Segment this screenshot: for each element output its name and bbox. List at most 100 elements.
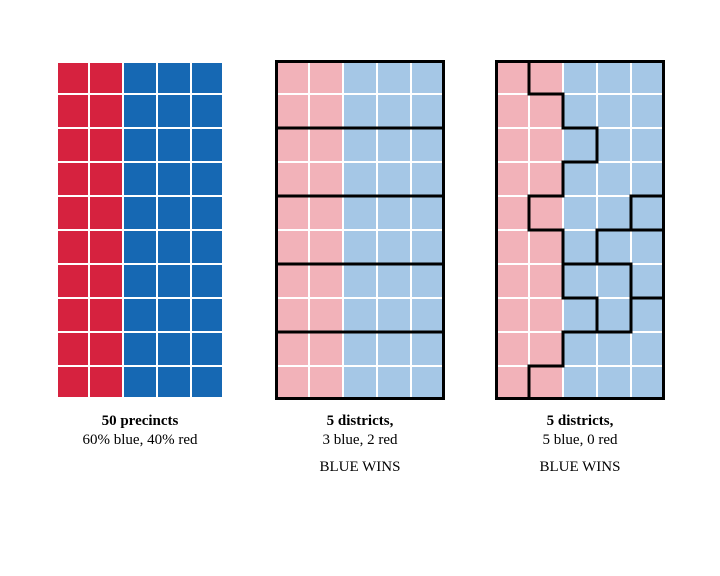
- grid-cell: [89, 60, 123, 94]
- grid-cell: [411, 230, 445, 264]
- grid-cell: [275, 94, 309, 128]
- grid-cell: [495, 94, 529, 128]
- grid-cell: [191, 60, 225, 94]
- grid-cell: [495, 298, 529, 332]
- grid-cell: [123, 264, 157, 298]
- grid-cell: [631, 332, 665, 366]
- grid-cell: [191, 366, 225, 400]
- grid-cell: [89, 94, 123, 128]
- grid-a-outer: [55, 60, 225, 400]
- grid-cell: [631, 196, 665, 230]
- grid-cell: [55, 264, 89, 298]
- grid-cell: [529, 60, 563, 94]
- grid-cell: [309, 264, 343, 298]
- grid-cell: [529, 332, 563, 366]
- grid-cell: [529, 128, 563, 162]
- grid-cell: [157, 230, 191, 264]
- grid-cell: [89, 128, 123, 162]
- grid-cell: [411, 332, 445, 366]
- grid-cell: [343, 128, 377, 162]
- grid-cell: [275, 162, 309, 196]
- grid-cell: [89, 162, 123, 196]
- grid-cell: [157, 366, 191, 400]
- grid-cell: [495, 162, 529, 196]
- grid-cell: [411, 298, 445, 332]
- grid-cell: [157, 332, 191, 366]
- grid-cell: [411, 94, 445, 128]
- grid-cell: [411, 366, 445, 400]
- grid-cell: [89, 366, 123, 400]
- grid-cell: [495, 264, 529, 298]
- grid-cell: [563, 196, 597, 230]
- grid-cell: [377, 196, 411, 230]
- grid-cell: [529, 196, 563, 230]
- grid-cell: [343, 196, 377, 230]
- grid-cell: [157, 60, 191, 94]
- grid-cell: [563, 332, 597, 366]
- panel-c: 5 districts, 5 blue, 0 red BLUE WINS: [495, 60, 665, 476]
- grid-cell: [377, 60, 411, 94]
- grid-cell: [597, 162, 631, 196]
- grid-cell: [631, 162, 665, 196]
- panel-b: 5 districts, 3 blue, 2 red BLUE WINS: [275, 60, 445, 476]
- grid-cell: [597, 332, 631, 366]
- grid-cell: [55, 94, 89, 128]
- grid-cell: [191, 298, 225, 332]
- grid-cell: [191, 94, 225, 128]
- grid-cell: [123, 230, 157, 264]
- grid-cell: [275, 264, 309, 298]
- diagram-row: 50 precincts 60% blue, 40% red 5 distric…: [0, 0, 720, 476]
- grid-cell: [309, 298, 343, 332]
- grid-cell: [563, 264, 597, 298]
- grid-cell: [343, 264, 377, 298]
- grid-cell: [191, 264, 225, 298]
- grid-cell: [631, 60, 665, 94]
- grid-cell: [309, 332, 343, 366]
- grid-cell: [343, 298, 377, 332]
- grid-cell: [631, 230, 665, 264]
- grid-cell: [495, 230, 529, 264]
- grid-b: [275, 60, 445, 400]
- grid-cell: [191, 162, 225, 196]
- grid-cell: [563, 128, 597, 162]
- grid-cell: [157, 128, 191, 162]
- grid-cell: [495, 366, 529, 400]
- grid-cell: [563, 230, 597, 264]
- grid-cell: [55, 128, 89, 162]
- caption-b-sub: 3 blue, 2 red: [323, 431, 398, 450]
- grid-cell: [631, 94, 665, 128]
- grid-cell: [495, 128, 529, 162]
- caption-b-title: 5 districts,: [327, 412, 394, 431]
- caption-a-sub: 60% blue, 40% red: [83, 431, 198, 450]
- grid-cell: [123, 366, 157, 400]
- grid-cell: [563, 298, 597, 332]
- grid-cell: [529, 366, 563, 400]
- grid-cell: [597, 366, 631, 400]
- grid-cell: [377, 128, 411, 162]
- grid-cell: [55, 366, 89, 400]
- grid-cell: [529, 264, 563, 298]
- grid-cell: [157, 264, 191, 298]
- grid-cell: [157, 196, 191, 230]
- grid-cell: [343, 162, 377, 196]
- grid-cell: [411, 264, 445, 298]
- grid-cell: [275, 196, 309, 230]
- grid-cell: [309, 60, 343, 94]
- grid-cell: [123, 196, 157, 230]
- grid-cell: [597, 298, 631, 332]
- grid-cell: [529, 230, 563, 264]
- grid-cell: [597, 196, 631, 230]
- grid-cell: [343, 60, 377, 94]
- footer-b: BLUE WINS: [320, 458, 401, 477]
- grid-cell: [377, 162, 411, 196]
- grid-cell: [275, 332, 309, 366]
- grid-cell: [275, 60, 309, 94]
- grid-cell: [89, 264, 123, 298]
- grid-cell: [411, 196, 445, 230]
- grid-cell: [275, 230, 309, 264]
- grid-cell: [343, 366, 377, 400]
- grid-cell: [529, 162, 563, 196]
- grid-b-outer: [275, 60, 445, 400]
- grid-cell: [55, 162, 89, 196]
- grid-cell: [191, 128, 225, 162]
